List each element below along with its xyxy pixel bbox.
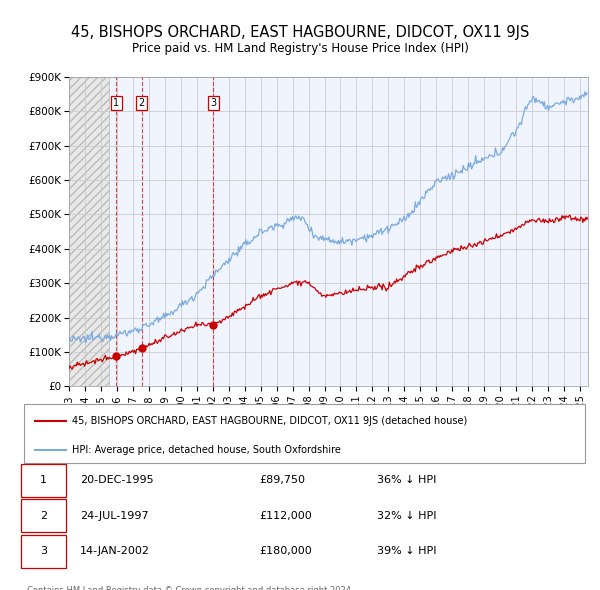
Text: HPI: Average price, detached house, South Oxfordshire: HPI: Average price, detached house, Sout…	[71, 445, 341, 455]
Text: 32% ↓ HPI: 32% ↓ HPI	[377, 511, 437, 520]
Text: 45, BISHOPS ORCHARD, EAST HAGBOURNE, DIDCOT, OX11 9JS (detached house): 45, BISHOPS ORCHARD, EAST HAGBOURNE, DID…	[71, 416, 467, 425]
Text: 2: 2	[139, 98, 145, 108]
Text: 1: 1	[113, 98, 119, 108]
Text: 2: 2	[40, 511, 47, 520]
Bar	[69, 77, 109, 386]
FancyBboxPatch shape	[24, 404, 585, 463]
Text: 1: 1	[40, 476, 47, 485]
Text: 39% ↓ HPI: 39% ↓ HPI	[377, 546, 437, 556]
Text: 24-JUL-1997: 24-JUL-1997	[80, 511, 149, 520]
Text: Price paid vs. HM Land Registry's House Price Index (HPI): Price paid vs. HM Land Registry's House …	[131, 42, 469, 55]
Text: 3: 3	[40, 546, 47, 556]
Text: 20-DEC-1995: 20-DEC-1995	[80, 476, 154, 485]
Text: £89,750: £89,750	[260, 476, 305, 485]
FancyBboxPatch shape	[21, 464, 66, 497]
FancyBboxPatch shape	[21, 499, 66, 532]
Text: 36% ↓ HPI: 36% ↓ HPI	[377, 476, 437, 485]
Text: Contains HM Land Registry data © Crown copyright and database right 2024.: Contains HM Land Registry data © Crown c…	[27, 586, 353, 590]
Text: 3: 3	[210, 98, 217, 108]
Text: 14-JAN-2002: 14-JAN-2002	[80, 546, 150, 556]
FancyBboxPatch shape	[21, 535, 66, 568]
Text: 45, BISHOPS ORCHARD, EAST HAGBOURNE, DIDCOT, OX11 9JS: 45, BISHOPS ORCHARD, EAST HAGBOURNE, DID…	[71, 25, 529, 40]
Text: £180,000: £180,000	[260, 546, 313, 556]
Text: £112,000: £112,000	[260, 511, 313, 520]
